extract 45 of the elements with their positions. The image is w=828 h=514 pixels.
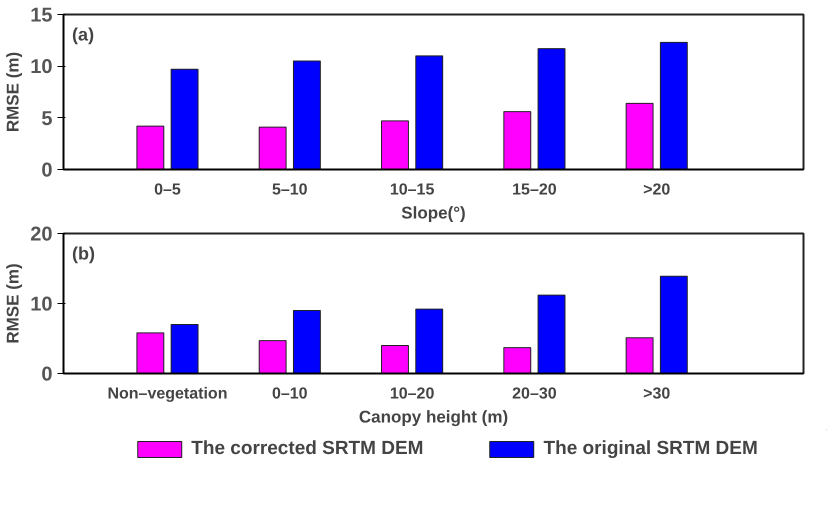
bar [660,42,688,170]
legend-label: The corrected SRTM DEM [191,438,424,460]
x-tick-label: 20–30 [512,386,557,402]
y-tick-label: 15 [30,4,53,26]
y-axis-title: RMSE (m) [3,52,22,132]
x-tick-label: 10–15 [390,182,434,198]
y-tick-label: 20 [30,224,53,246]
x-axis-title: Slope(°) [401,204,466,222]
bar [292,60,321,170]
x-tick-label: Non–vegetation [107,386,228,402]
bar [503,111,532,170]
y-tick-label: 5 [41,108,52,130]
bar [538,48,566,170]
bar [170,68,199,170]
bar [538,294,566,374]
bar [136,126,164,170]
y-tick-label: 10 [30,56,53,78]
x-tick-label: 5–10 [272,182,308,198]
annotation: (b) [72,244,96,264]
x-tick-label: 15–20 [512,182,557,198]
bar [258,340,287,374]
bar [415,308,444,374]
bar [415,55,444,170]
y-tick-label: 10 [30,294,53,316]
y-tick-label: 0 [41,160,52,182]
y-axis-title: RMSE (m) [3,263,22,344]
y-tick-label: 0 [41,364,52,386]
x-tick-label: >30 [643,386,670,402]
bar [381,120,409,170]
legend-label: The original SRTM DEM [543,438,758,460]
bar [660,276,688,374]
bar [626,102,654,170]
x-axis-title: Canopy height (m) [358,408,508,426]
bar [503,347,532,374]
bar [626,337,654,374]
bar [258,126,287,170]
x-tick-label: 0–5 [154,182,181,198]
bar [292,310,321,374]
x-tick-label: 10–20 [390,386,434,402]
annotation: (a) [72,24,94,44]
x-tick-label: 0–10 [272,386,308,402]
x-tick-label: >20 [643,182,670,198]
bar [136,332,164,374]
bar [381,345,409,374]
bar [170,324,199,374]
